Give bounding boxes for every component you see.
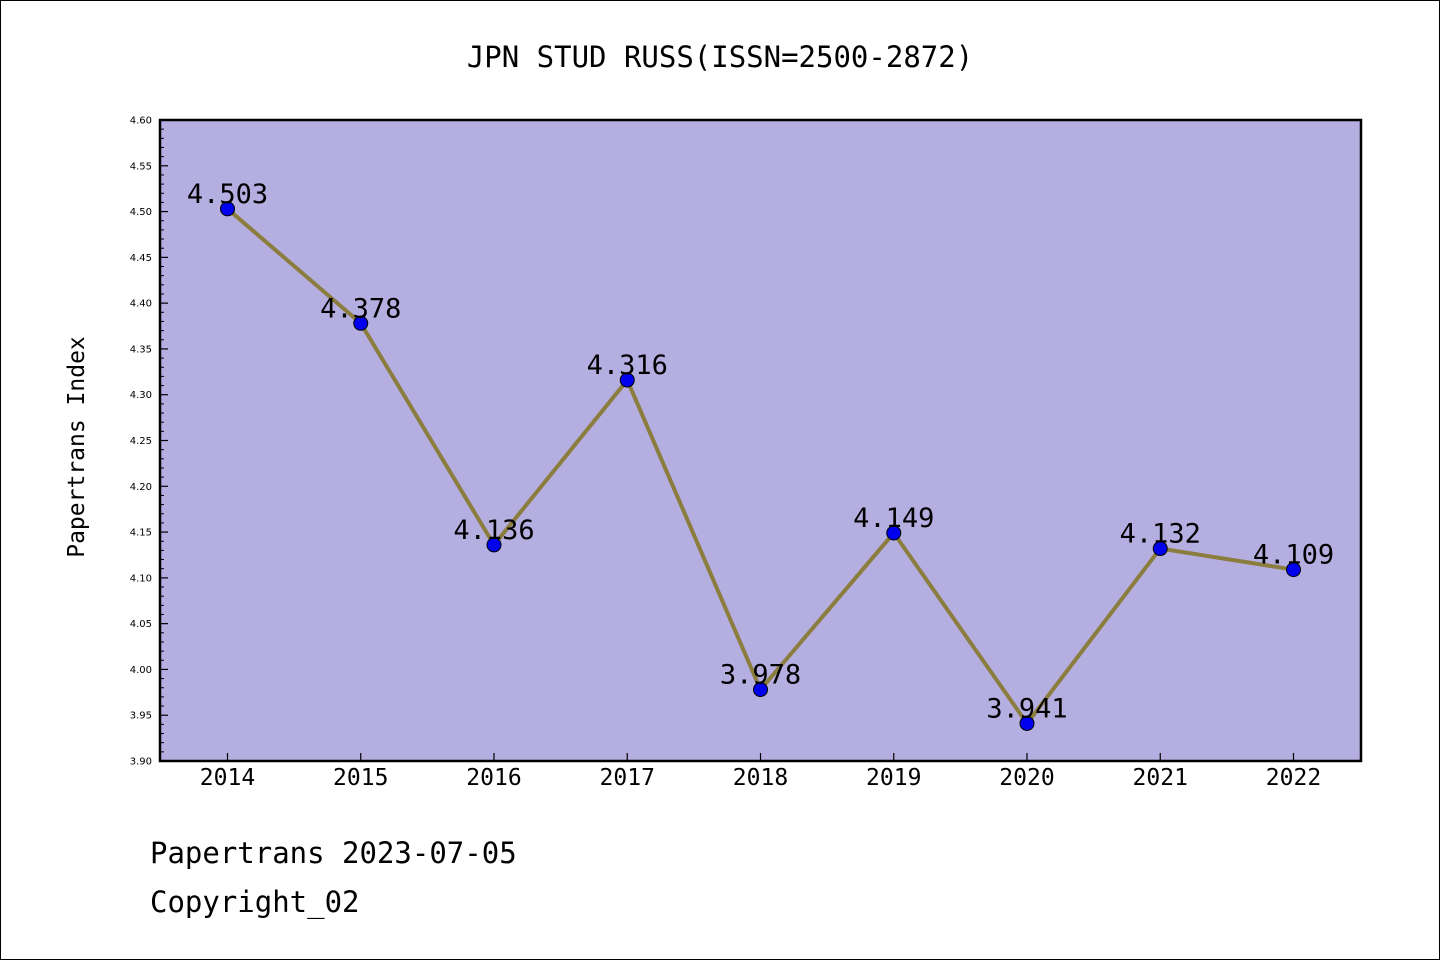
data-point <box>886 525 902 541</box>
data-label: 4.378 <box>320 293 401 324</box>
data-point <box>1152 541 1168 557</box>
series <box>220 201 1301 731</box>
data-label: 4.316 <box>587 350 668 381</box>
y-tick-label: 4.25 <box>130 436 152 447</box>
plot-area <box>160 120 1361 761</box>
y-tick-label: 4.60 <box>130 116 152 127</box>
y-tick-label: 4.20 <box>130 482 152 493</box>
y-tick-label: 4.50 <box>130 207 152 218</box>
y-tick-label: 4.05 <box>130 619 152 630</box>
y-tick-label: 4.40 <box>130 299 152 310</box>
chart-title: JPN STUD RUSS(ISSN=2500-2872) <box>467 40 973 74</box>
footer-date-text: Papertrans 2023-07-05 <box>150 836 517 870</box>
plot-border <box>158 118 1363 763</box>
y-tick-label: 4.30 <box>130 390 152 401</box>
x-tick-label: 2015 <box>333 765 388 791</box>
data-point <box>353 315 369 331</box>
data-label: 3.941 <box>986 693 1067 724</box>
data-label: 4.503 <box>187 179 268 210</box>
x-tick-label: 2014 <box>200 765 255 791</box>
y-tick-label: 4.55 <box>130 161 152 172</box>
x-tick-label: 2017 <box>600 765 655 791</box>
y-tick-label: 4.15 <box>130 528 152 539</box>
y-axis: 3.90 3.95 4.00 4.05 4.10 4.15 4.20 4.25 4.30 4.35… <box>130 116 168 768</box>
y-tick-label: 3.90 <box>130 757 152 768</box>
data-label: 4.109 <box>1253 540 1334 571</box>
data-point <box>619 372 635 388</box>
data-label: 4.136 <box>453 515 534 546</box>
x-axis: 2014 2015 2016 2017 2018 2019 2020 2021 2022 <box>200 753 1321 791</box>
data-point <box>486 537 502 553</box>
data-labels: 4.503 4.378 4.136 4.316 3.978 4.149 3.941 4.132… <box>187 179 1334 725</box>
x-tick-label: 2021 <box>1133 765 1188 791</box>
x-tick-label: 2016 <box>466 765 521 791</box>
x-tick-label: 2022 <box>1266 765 1321 791</box>
data-point <box>753 682 768 698</box>
data-point <box>220 201 235 217</box>
x-tick-label: 2019 <box>866 765 921 791</box>
data-point <box>1286 562 1301 578</box>
y-tick-label: 4.00 <box>130 665 152 676</box>
y-tick-label: 4.45 <box>130 253 152 264</box>
footer-copyright-text: Copyright_02 <box>150 885 360 919</box>
y-tick-label: 4.35 <box>130 344 152 355</box>
y-axis-label: Papertrans Index <box>64 336 90 558</box>
y-tick-label: 3.95 <box>130 711 152 722</box>
data-label: 3.978 <box>720 660 801 691</box>
data-point <box>1019 715 1035 731</box>
y-tick-label: 4.10 <box>130 573 152 584</box>
data-label: 4.149 <box>853 503 934 534</box>
x-tick-label: 2018 <box>733 765 788 791</box>
x-tick-label: 2020 <box>999 765 1054 791</box>
data-label: 4.132 <box>1120 519 1201 550</box>
